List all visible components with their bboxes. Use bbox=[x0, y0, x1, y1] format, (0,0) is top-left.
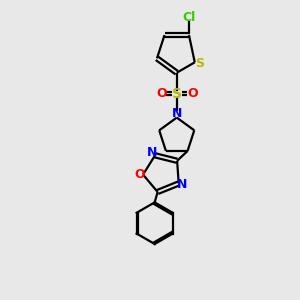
Text: S: S bbox=[172, 86, 182, 100]
Text: O: O bbox=[187, 87, 197, 100]
Text: N: N bbox=[147, 146, 157, 159]
Text: O: O bbox=[134, 168, 145, 181]
Text: O: O bbox=[156, 87, 166, 100]
Text: S: S bbox=[196, 57, 205, 70]
Text: Cl: Cl bbox=[182, 11, 196, 24]
Text: N: N bbox=[172, 107, 182, 120]
Text: N: N bbox=[177, 178, 188, 191]
